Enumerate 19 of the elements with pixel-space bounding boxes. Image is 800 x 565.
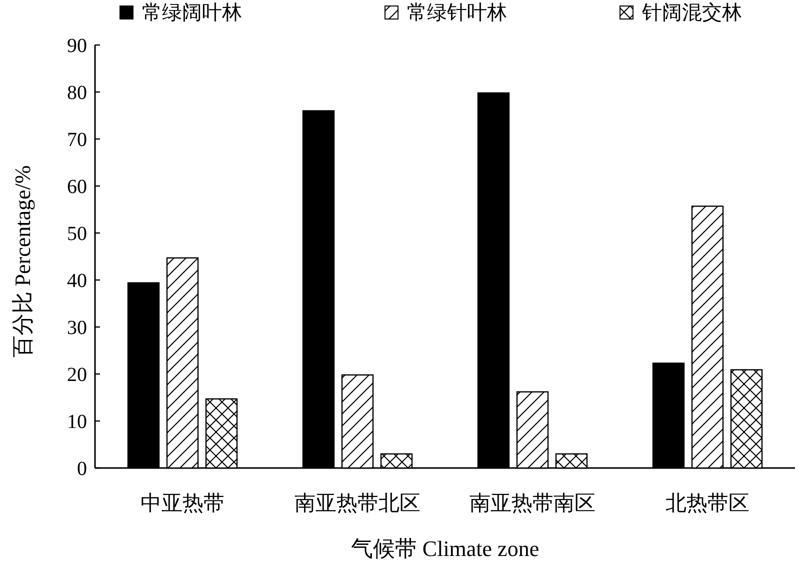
x-tick-label: 北热带区 xyxy=(666,491,750,515)
legend-label: 常绿阔叶林 xyxy=(142,2,242,24)
y-tick-label: 30 xyxy=(67,317,87,339)
y-tick-label: 90 xyxy=(67,35,87,57)
y-tick-label: 70 xyxy=(67,129,87,151)
y-tick-label: 0 xyxy=(77,458,87,480)
y-tick-label: 60 xyxy=(67,176,87,198)
legend-label: 针阔混交林 xyxy=(641,2,742,24)
y-tick-label: 80 xyxy=(67,82,87,104)
x-axis-title: 气候带 Climate zone xyxy=(350,536,540,561)
y-tick-label: 50 xyxy=(67,223,87,245)
y-tick-label: 10 xyxy=(67,411,87,433)
x-tick-label: 南亚热带北区 xyxy=(294,491,420,515)
x-tick-label: 南亚热带南区 xyxy=(470,491,596,515)
y-tick-label: 20 xyxy=(67,364,87,386)
legend-label: 常绿针叶林 xyxy=(407,2,507,24)
y-axis-title: 百分比 Percentage/% xyxy=(10,165,35,358)
y-tick-label: 40 xyxy=(67,270,87,292)
x-tick-label: 中亚热带 xyxy=(140,491,224,515)
